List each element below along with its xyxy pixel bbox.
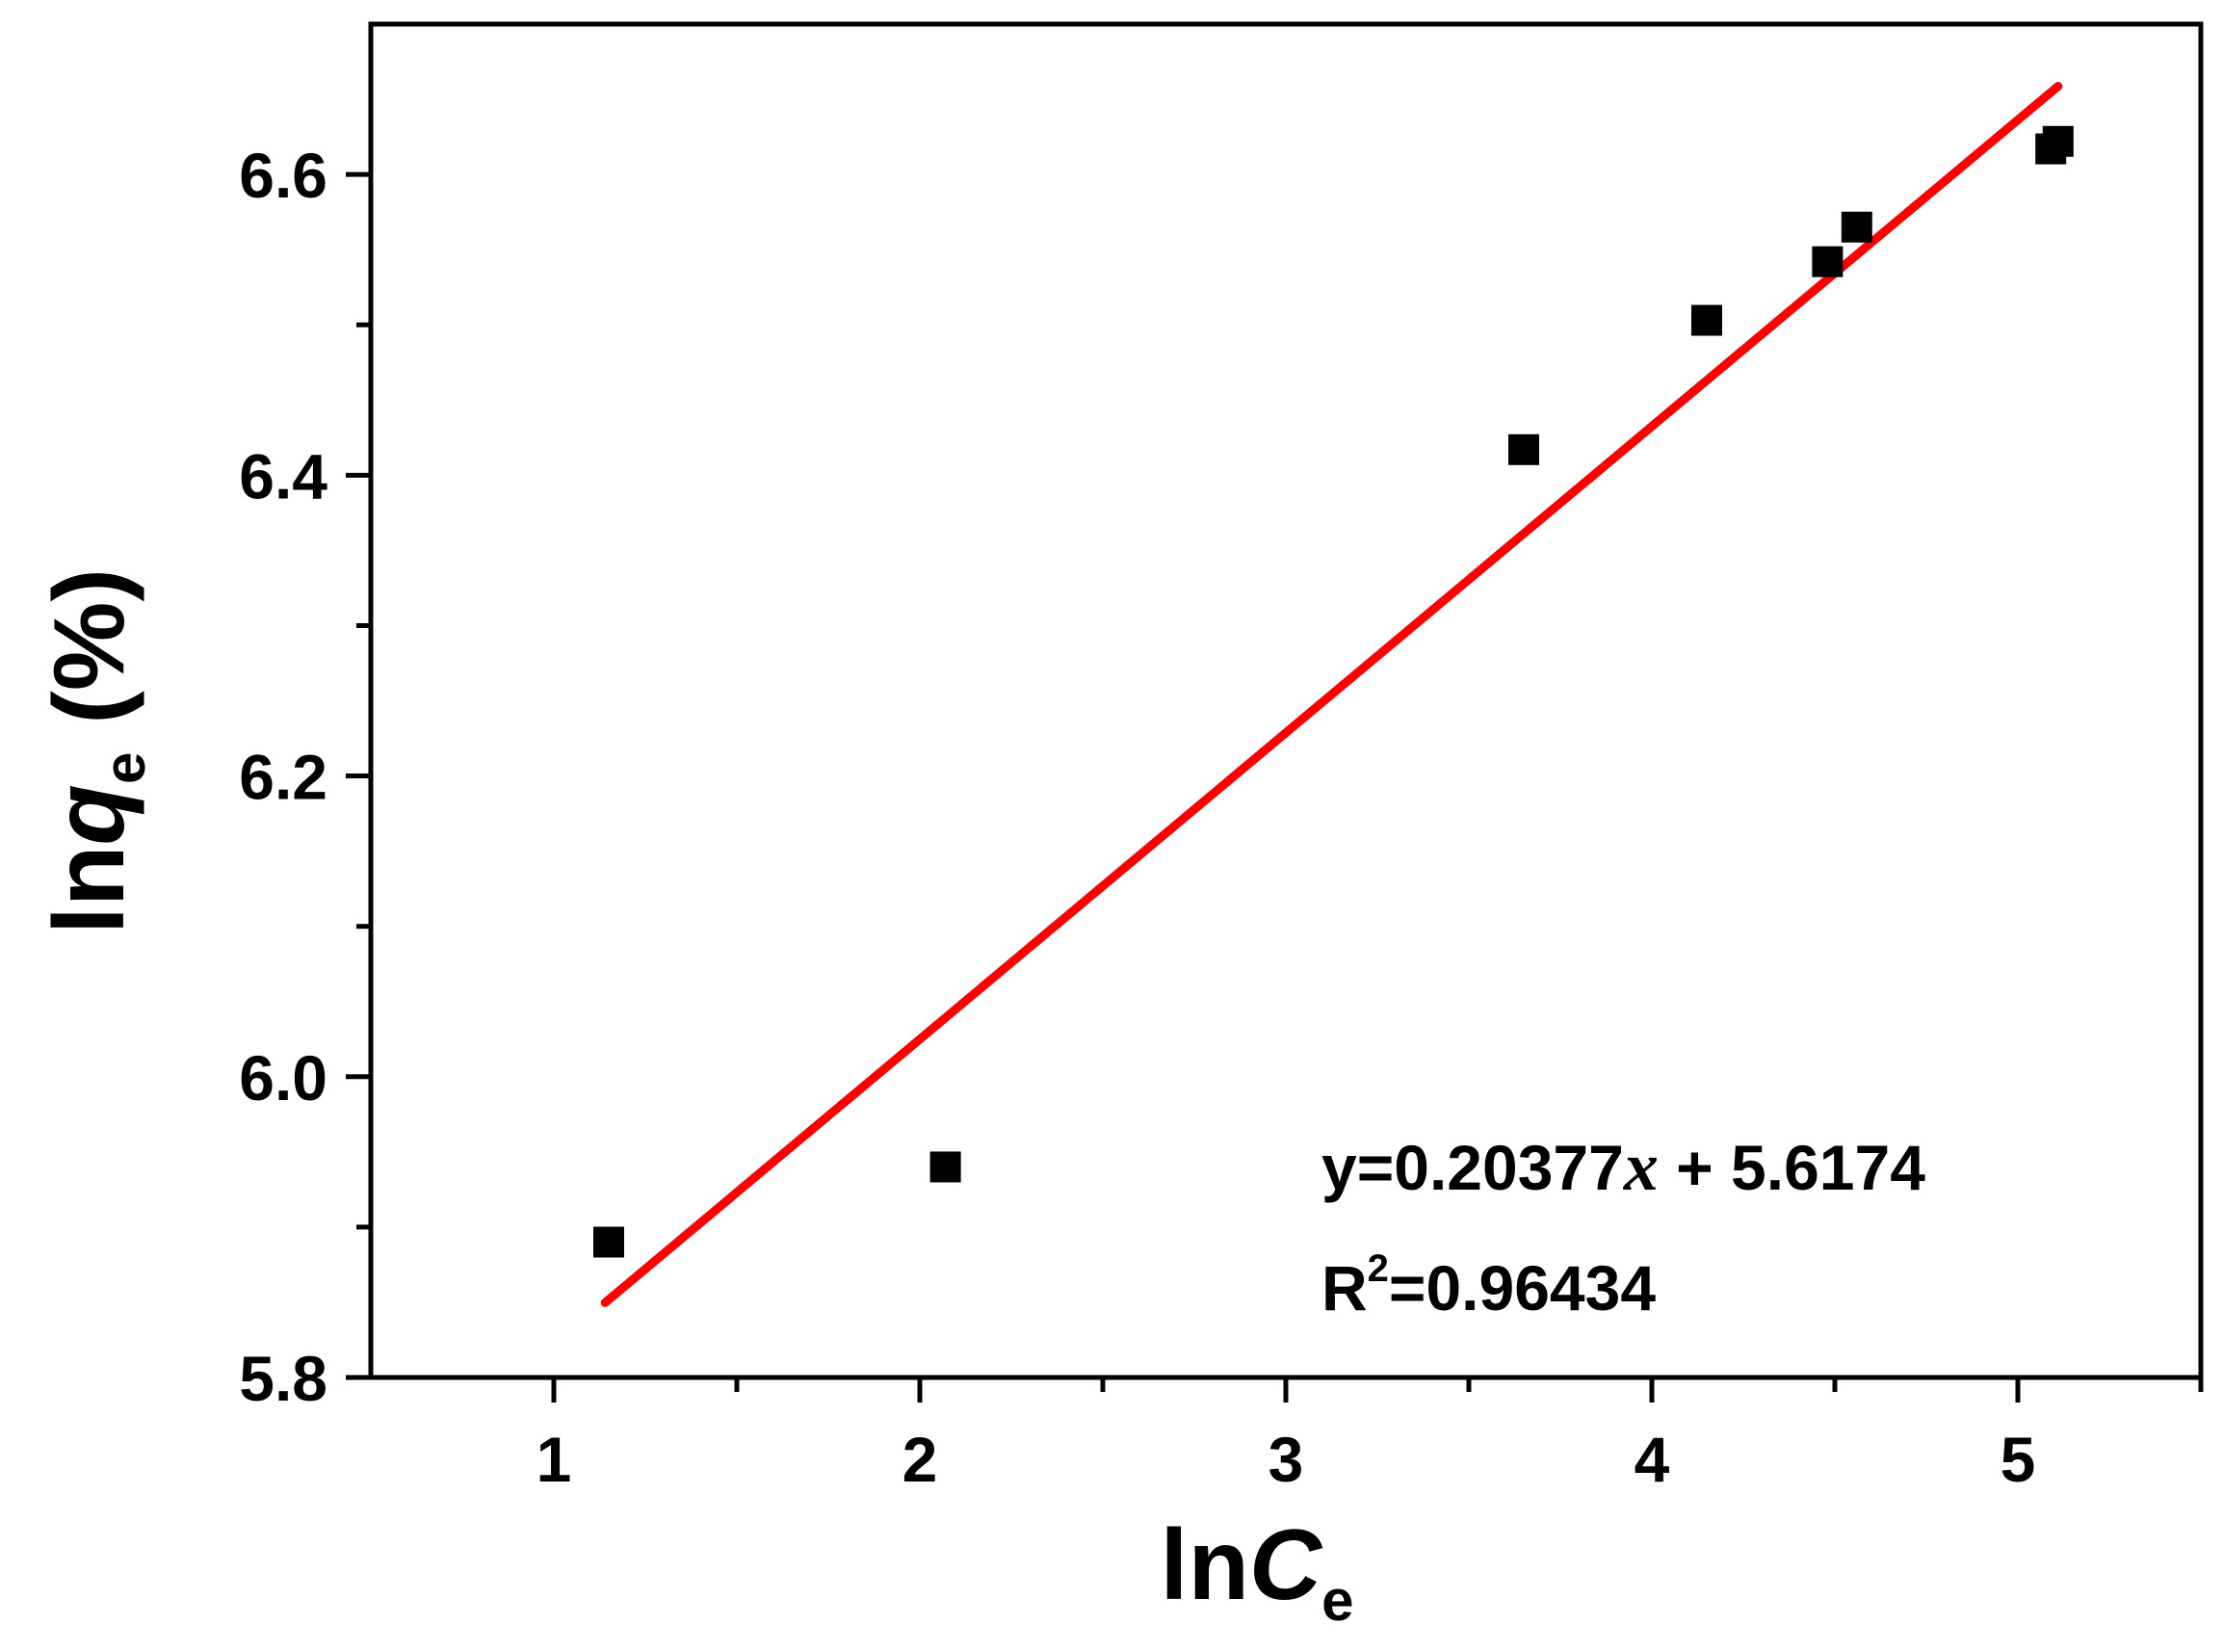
data-point <box>2042 125 2074 157</box>
y-axis-title-prefix: ln <box>34 846 145 934</box>
fit-r-squared: R2=0.96434 <box>1321 1247 1656 1324</box>
x-tick-label: 3 <box>1268 1424 1304 1495</box>
data-point <box>1508 433 1539 465</box>
data-point <box>929 1151 961 1183</box>
r-squared-value: =0.96434 <box>1389 1252 1656 1324</box>
y-axis-title-unit: (%) <box>34 568 145 752</box>
r-squared-base: R <box>1321 1252 1368 1324</box>
data-points <box>593 125 2074 1258</box>
fit-equation-var: x <box>1623 1128 1659 1205</box>
data-point <box>593 1226 624 1258</box>
y-tick-label: 6.0 <box>239 1042 327 1114</box>
fit-equation: y=0.20377x + 5.6174 <box>1321 1128 1925 1205</box>
y-tick-label: 6.4 <box>239 440 327 511</box>
x-tick-label: 5 <box>2001 1424 2036 1495</box>
data-point <box>1691 304 1722 336</box>
x-tick-label: 4 <box>1635 1424 1670 1495</box>
y-axis-title-var: q <box>34 784 145 846</box>
fit-line <box>600 82 2063 1307</box>
r-squared-sup: 2 <box>1368 1247 1389 1290</box>
x-tick-label: 1 <box>536 1424 572 1495</box>
x-axis-title: lnCe <box>1161 1509 1354 1633</box>
data-point <box>1812 246 1844 277</box>
y-axis-title-sub: e <box>92 752 157 784</box>
fit-line-layer <box>600 82 2063 1307</box>
x-axis: 1 2 3 4 5 <box>536 1377 2204 1495</box>
x-axis-title-sub: e <box>1321 1568 1353 1633</box>
y-tick-label: 6.6 <box>239 140 327 211</box>
x-axis-title-var: C <box>1249 1509 1323 1621</box>
data-point <box>1841 211 1872 243</box>
fit-equation-prefix: y=0.20377 <box>1321 1132 1624 1203</box>
x-axis-title-prefix: ln <box>1161 1509 1249 1621</box>
y-tick-label: 6.2 <box>239 742 327 813</box>
plot-area <box>368 21 2204 1380</box>
x-tick-label: 2 <box>902 1424 938 1495</box>
y-axis-title: lnqe (%) <box>34 568 157 934</box>
plot-border <box>368 21 2204 1380</box>
y-axis: 5.8 6.0 6.2 6.4 6.6 <box>239 140 371 1414</box>
y-tick-label: 5.8 <box>239 1343 327 1414</box>
fit-equation-suffix: + 5.6174 <box>1659 1132 1925 1203</box>
